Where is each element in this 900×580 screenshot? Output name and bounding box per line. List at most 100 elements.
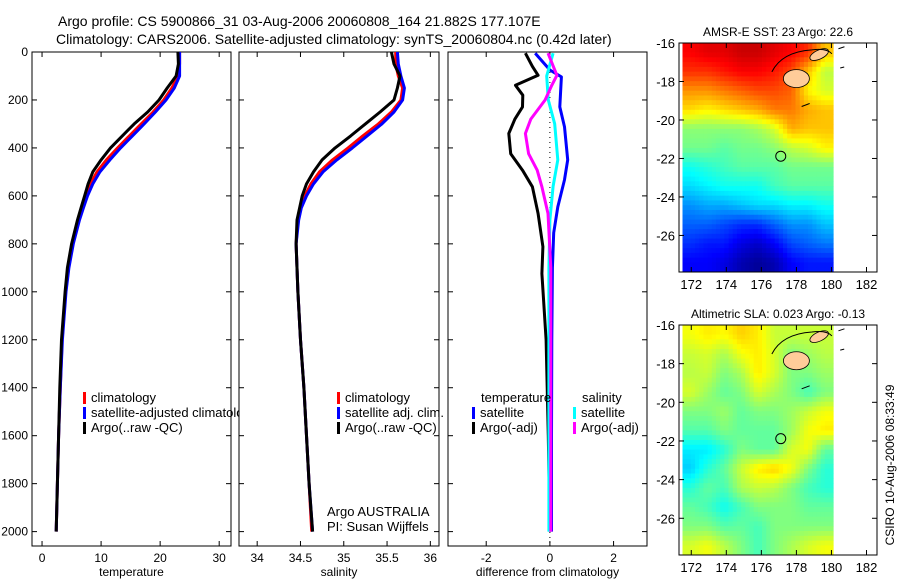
map-cell	[778, 396, 784, 403]
map-cell	[690, 372, 696, 379]
map-cell	[728, 545, 734, 551]
map-cell	[762, 411, 767, 417]
map-cell	[711, 95, 717, 101]
map-cell	[736, 449, 742, 455]
map-cell	[707, 401, 713, 407]
map-cell	[816, 478, 822, 484]
map-cell	[774, 516, 780, 522]
map-cell	[762, 478, 767, 484]
map-cell	[686, 531, 692, 537]
map-cell	[686, 200, 692, 206]
map-cell	[824, 468, 830, 474]
map-cell	[724, 181, 729, 187]
map-cell	[741, 176, 746, 182]
map-cell	[682, 348, 688, 355]
map-cell	[703, 440, 709, 446]
map-cell	[707, 243, 713, 249]
y-tick-label: 1600	[1, 429, 28, 443]
map-cell	[762, 95, 767, 101]
map-cell	[724, 339, 729, 345]
map-cell	[791, 473, 796, 479]
map-cell	[686, 57, 692, 63]
map-cell	[690, 339, 696, 345]
map-cell	[736, 377, 742, 383]
map-cell	[715, 233, 721, 239]
map-cell	[703, 540, 709, 546]
map-cell	[808, 325, 813, 331]
map-x-tick-label: 182	[856, 277, 878, 292]
map-cell	[774, 420, 780, 427]
map-cell	[724, 449, 729, 455]
map-cell	[699, 339, 704, 345]
map-cell	[824, 71, 830, 77]
map-cell	[795, 368, 801, 374]
map-cell	[686, 411, 692, 417]
map-cell	[728, 119, 734, 125]
map-cell	[791, 521, 796, 527]
map-cell	[762, 339, 767, 345]
map-cell	[795, 43, 801, 49]
map-cell	[749, 483, 755, 489]
map-cell	[812, 545, 817, 551]
map-cell	[791, 152, 796, 158]
map-cell	[824, 267, 830, 273]
map-cell	[816, 219, 822, 225]
map-cell	[753, 267, 759, 273]
map-cell	[762, 406, 767, 412]
map-cell	[808, 176, 813, 182]
map-cell	[686, 85, 692, 92]
map-cell	[686, 463, 692, 470]
map-cell	[766, 454, 771, 460]
map-cell	[699, 420, 704, 427]
map-cell	[749, 248, 755, 254]
map-cell	[749, 128, 755, 135]
map-cell	[690, 233, 696, 239]
map-cell	[741, 372, 746, 379]
map-cell	[795, 147, 801, 154]
map-cell	[799, 157, 805, 163]
map-cell	[707, 47, 713, 53]
map-cell	[715, 267, 721, 273]
map-cell	[749, 147, 755, 154]
map-cell	[753, 545, 759, 551]
map-cell	[724, 147, 729, 154]
map-cell	[753, 468, 759, 474]
map-cell	[808, 377, 813, 383]
map-cell	[715, 195, 721, 201]
map-cell	[757, 52, 763, 58]
map-cell	[829, 545, 834, 551]
map-cell	[753, 440, 759, 446]
map-cell	[715, 200, 721, 206]
map-cell	[686, 502, 692, 508]
map-cell	[707, 440, 713, 446]
map-cell	[795, 468, 801, 474]
map-cell	[707, 416, 713, 422]
map-cell	[770, 267, 775, 273]
legend-swatch	[83, 392, 86, 404]
map-cell	[695, 243, 700, 249]
map-cell	[799, 329, 805, 335]
map-cell	[829, 363, 834, 369]
map-cell	[803, 186, 809, 192]
map-cell	[753, 368, 759, 374]
map-cell	[774, 521, 780, 527]
map-cell	[745, 147, 750, 154]
map-cell	[816, 396, 822, 403]
map-cell	[711, 195, 717, 201]
map-cell	[745, 401, 750, 407]
map-cell	[787, 435, 792, 441]
map-cell	[732, 353, 738, 359]
map-cell	[720, 209, 725, 216]
map-cell	[799, 186, 805, 192]
map-cell	[766, 411, 771, 417]
map-cell	[699, 425, 704, 431]
map-cell	[774, 233, 780, 239]
map-cell	[741, 511, 746, 518]
map-cell	[724, 521, 729, 527]
map-cell	[803, 411, 809, 417]
map-x-tick-label: 172	[680, 560, 702, 575]
map-cell	[774, 200, 780, 206]
map-cell	[795, 535, 801, 542]
map-cell	[770, 76, 775, 82]
map-cell	[791, 440, 796, 446]
